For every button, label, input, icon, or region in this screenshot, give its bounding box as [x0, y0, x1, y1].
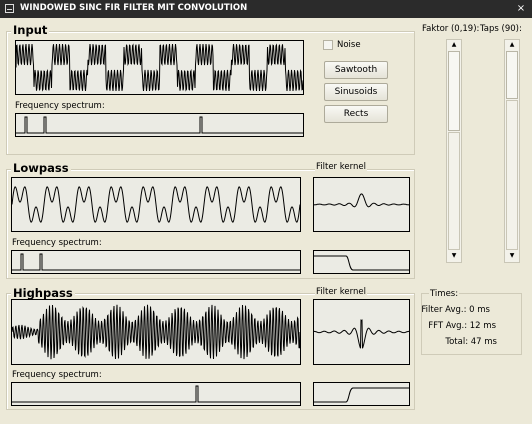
fft-avg-value: FFT Avg.: 12 ms	[428, 321, 496, 331]
highpass-title: Highpass	[11, 286, 75, 300]
lowpass-kernel-response-trace	[314, 255, 409, 271]
input-spectrum-plot	[15, 113, 304, 137]
lowpass-waveform	[12, 186, 300, 223]
highpass-spectrum-trace	[12, 385, 300, 403]
highpass-signal-plot	[11, 299, 301, 365]
input-group	[6, 31, 415, 155]
highpass-group	[6, 293, 415, 410]
faktor-scroll-down-icon[interactable]: ▼	[451, 252, 457, 259]
total-value: Total: 47 ms	[445, 337, 497, 347]
noise-label: Noise	[337, 40, 361, 50]
lowpass-signal-plot	[11, 177, 301, 232]
app-window-icon	[5, 4, 14, 13]
window-title: WINDOWED SINC FIR FILTER MIT CONVOLUTION	[20, 3, 248, 13]
lowpass-title: Lowpass	[11, 161, 71, 175]
input-signal-plot	[15, 40, 304, 95]
taps-scroll-track-lower[interactable]	[506, 100, 518, 250]
taps-scrollbar[interactable]: ▲ ▼	[504, 39, 520, 263]
highpass-kernel-response-trace	[314, 387, 409, 403]
lowpass-kernel-response-plot	[313, 250, 410, 274]
lowpass-group	[6, 169, 415, 279]
highpass-kernel-plot	[313, 299, 410, 365]
taps-scroll-down-icon[interactable]: ▼	[509, 252, 515, 259]
highpass-kernel-label: Filter kernel	[315, 287, 367, 298]
close-icon[interactable]: ×	[516, 3, 526, 14]
highpass-spectrum-plot	[11, 382, 301, 406]
lowpass-kernel-trace	[314, 193, 409, 208]
highpass-kernel-trace	[314, 319, 409, 349]
lowpass-spectrum-plot	[11, 250, 301, 274]
lowpass-kernel-label: Filter kernel	[315, 162, 367, 173]
input-title: Input	[11, 23, 50, 37]
faktor-label: Faktor (0,19):	[422, 24, 480, 34]
lowpass-spectrum-trace	[12, 253, 300, 271]
rects-button[interactable]: Rects	[324, 105, 388, 123]
highpass-frequency-label: Frequency spectrum:	[12, 370, 102, 380]
faktor-scroll-thumb[interactable]	[448, 51, 460, 131]
taps-label: Taps (90):	[480, 24, 522, 34]
input-waveform	[16, 43, 303, 92]
faktor-scroll-up-icon[interactable]: ▲	[451, 41, 457, 48]
taps-scroll-thumb[interactable]	[506, 51, 518, 99]
taps-scroll-up-icon[interactable]: ▲	[509, 41, 515, 48]
highpass-waveform	[12, 304, 300, 360]
times-panel: Times: Filter Avg.: 0 ms FFT Avg.: 12 ms…	[421, 289, 522, 355]
sawtooth-button[interactable]: Sawtooth	[324, 61, 388, 79]
times-title: Times:	[429, 289, 460, 300]
lowpass-frequency-label: Frequency spectrum:	[12, 238, 102, 248]
faktor-scroll-track-lower[interactable]	[448, 132, 460, 250]
noise-checkbox[interactable]	[323, 40, 333, 50]
filter-avg-value: Filter Avg.: 0 ms	[421, 305, 490, 315]
title-bar[interactable]: WINDOWED SINC FIR FILTER MIT CONVOLUTION…	[0, 0, 532, 18]
sinusoids-button[interactable]: Sinusoids	[324, 83, 388, 101]
input-frequency-label: Frequency spectrum:	[15, 101, 105, 111]
highpass-kernel-response-plot	[313, 382, 410, 406]
lowpass-kernel-plot	[313, 177, 410, 232]
faktor-scrollbar[interactable]: ▲ ▼	[446, 39, 462, 263]
input-spectrum-trace	[16, 116, 303, 134]
